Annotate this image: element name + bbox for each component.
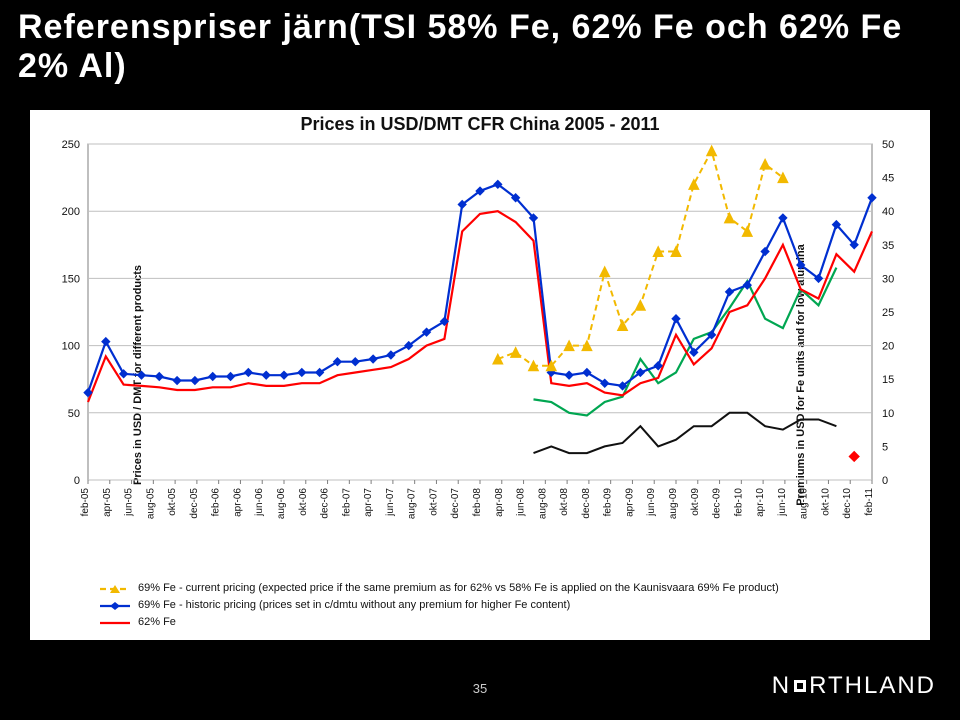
legend: 69% Fe - current pricing (expected price…	[100, 581, 870, 632]
footer: 35 N RTHLAND	[0, 654, 960, 714]
svg-text:feb-06: feb-06	[211, 488, 222, 517]
legend-swatch	[100, 617, 130, 629]
svg-text:okt-06: okt-06	[298, 488, 309, 516]
svg-text:feb-11: feb-11	[864, 488, 875, 516]
slide: Referenspriser järn(TSI 58% Fe, 62% Fe o…	[0, 0, 960, 720]
svg-text:dec-06: dec-06	[320, 488, 331, 519]
svg-text:jun-10: jun-10	[777, 488, 788, 517]
svg-text:100: 100	[62, 341, 80, 353]
logo-square-icon	[794, 680, 806, 692]
legend-swatch	[100, 600, 130, 612]
northland-logo: N RTHLAND	[772, 672, 936, 700]
svg-text:150: 150	[62, 273, 80, 285]
svg-text:apr-05: apr-05	[102, 488, 113, 517]
legend-label: 62% Fe	[138, 615, 176, 630]
svg-text:45: 45	[882, 173, 894, 185]
line-chart: 0 50 100 150 200 250 0 5 10 15 20 25 30 35 40 45 50 feb-0…	[30, 138, 930, 568]
svg-text:okt-10: okt-10	[820, 488, 831, 516]
svg-text:aug-05: aug-05	[145, 488, 156, 520]
svg-text:20: 20	[882, 341, 894, 353]
chart-container: Prices in USD/DMT CFR China 2005 - 2011 …	[30, 110, 930, 640]
svg-text:aug-08: aug-08	[537, 488, 548, 520]
logo-text-after: RTHLAND	[809, 672, 936, 699]
svg-text:40: 40	[882, 206, 894, 218]
page-number: 35	[473, 681, 487, 696]
svg-text:dec-05: dec-05	[189, 488, 200, 519]
legend-label: 69% Fe - historic pricing (prices set in…	[138, 598, 570, 613]
svg-text:jun-05: jun-05	[124, 488, 135, 517]
svg-text:feb-09: feb-09	[603, 488, 614, 517]
svg-text:5: 5	[882, 441, 888, 453]
svg-text:30: 30	[882, 273, 894, 285]
logo-text-before: N	[772, 672, 791, 699]
svg-text:aug-10: aug-10	[799, 488, 810, 520]
chart-title: Prices in USD/DMT CFR China 2005 - 2011	[30, 114, 930, 135]
svg-text:10: 10	[882, 408, 894, 420]
svg-text:apr-08: apr-08	[494, 488, 505, 517]
svg-text:50: 50	[68, 408, 80, 420]
svg-text:jun-07: jun-07	[385, 488, 396, 517]
svg-text:okt-07: okt-07	[428, 488, 439, 516]
svg-text:250: 250	[62, 139, 80, 151]
svg-text:apr-10: apr-10	[755, 488, 766, 517]
svg-text:apr-09: apr-09	[624, 488, 635, 517]
svg-text:feb-07: feb-07	[341, 488, 352, 517]
svg-text:jun-06: jun-06	[254, 488, 265, 517]
svg-text:apr-06: apr-06	[232, 488, 243, 517]
slide-title: Referenspriser järn(TSI 58% Fe, 62% Fe o…	[18, 8, 942, 86]
legend-item: 69% Fe - historic pricing (prices set in…	[100, 598, 870, 613]
svg-text:25: 25	[882, 307, 894, 319]
svg-text:0: 0	[74, 475, 80, 487]
svg-text:jun-08: jun-08	[516, 488, 527, 517]
svg-text:okt-09: okt-09	[690, 488, 701, 516]
legend-item: 69% Fe - current pricing (expected price…	[100, 581, 870, 596]
svg-text:dec-09: dec-09	[712, 488, 723, 519]
svg-text:dec-08: dec-08	[581, 488, 592, 519]
svg-text:apr-07: apr-07	[363, 488, 374, 517]
legend-swatch	[100, 583, 130, 595]
svg-text:jun-09: jun-09	[646, 488, 657, 517]
svg-text:aug-07: aug-07	[407, 488, 418, 520]
svg-text:0: 0	[882, 475, 888, 487]
legend-item: 62% Fe	[100, 615, 870, 630]
legend-label: 69% Fe - current pricing (expected price…	[138, 581, 779, 596]
svg-text:feb-05: feb-05	[80, 488, 91, 517]
svg-text:dec-10: dec-10	[842, 488, 853, 519]
svg-text:50: 50	[882, 139, 894, 151]
svg-text:35: 35	[882, 240, 894, 252]
svg-text:feb-10: feb-10	[733, 488, 744, 517]
svg-text:dec-07: dec-07	[450, 488, 461, 519]
svg-text:15: 15	[882, 374, 894, 386]
svg-text:okt-05: okt-05	[167, 488, 178, 516]
svg-text:feb-08: feb-08	[472, 488, 483, 517]
svg-text:aug-06: aug-06	[276, 488, 287, 520]
svg-text:okt-08: okt-08	[559, 488, 570, 516]
svg-text:aug-09: aug-09	[668, 488, 679, 520]
svg-text:200: 200	[62, 206, 80, 218]
